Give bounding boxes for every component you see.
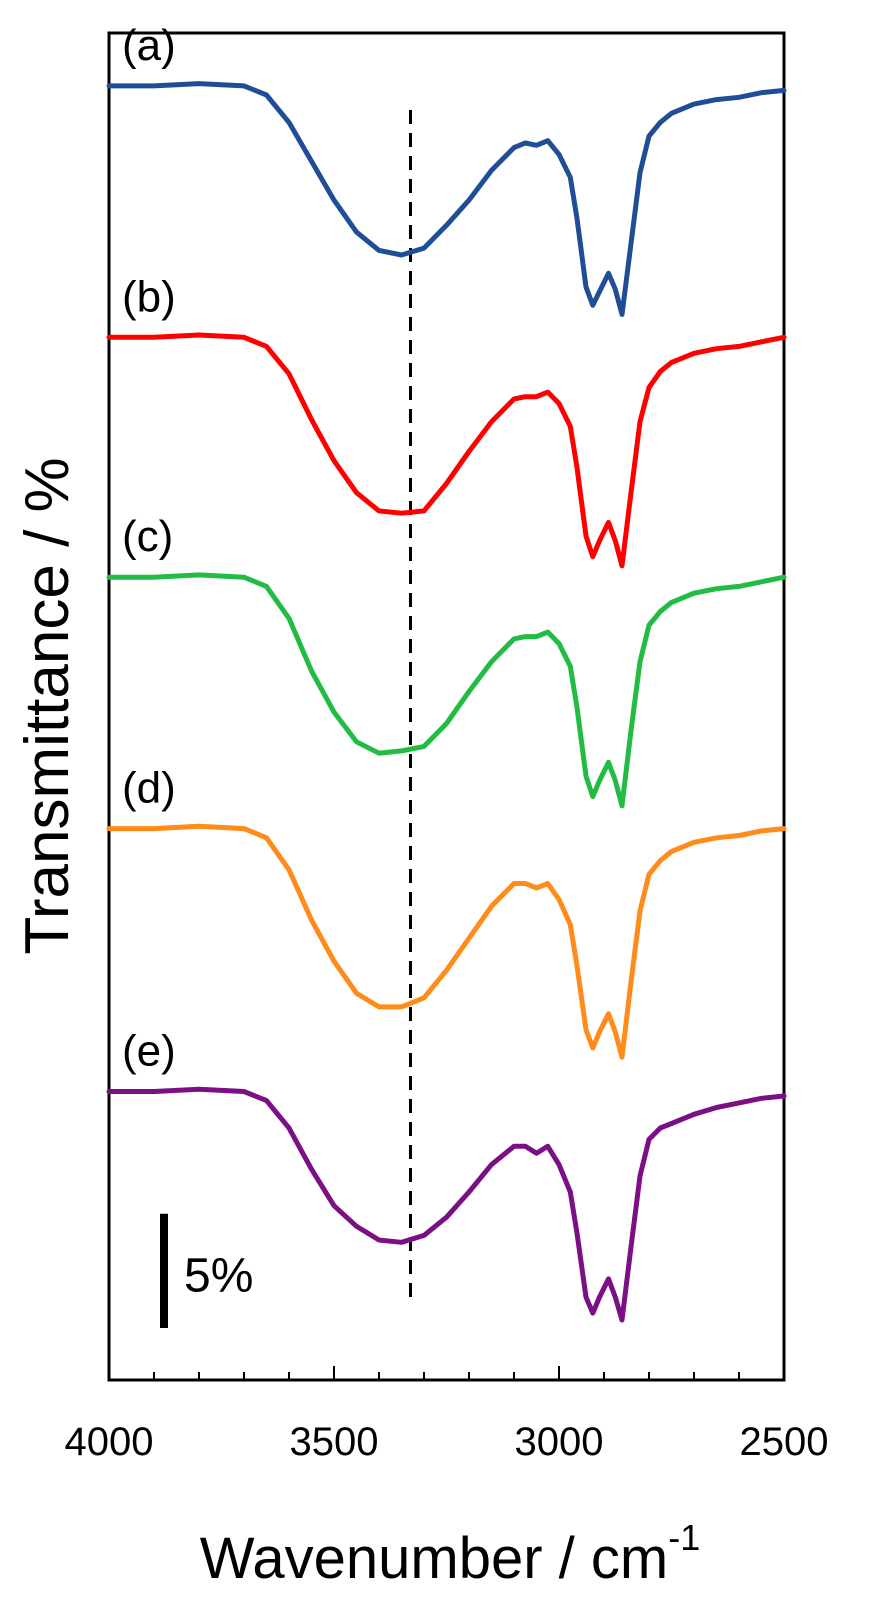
series-line-1 [106,332,787,569]
series-label-2: (c) [122,512,173,561]
y-axis-title: Transmittance / % [13,457,82,954]
series-label-4: (e) [122,1026,176,1075]
series-label-1: (b) [122,272,176,321]
series-line-0 [106,81,787,317]
x-tick-label: 3500 [290,1420,379,1464]
series-group [106,81,787,1323]
x-axis-ticks [108,1366,785,1380]
series-line-4 [106,1086,787,1323]
series-line-3 [106,823,787,1060]
series-label-3: (d) [122,764,176,813]
x-axis-title: Wavenumber / cm-1 [200,1517,700,1591]
plot-frame [107,31,786,1382]
series-line-2 [106,572,787,809]
series-label-group: (a) (b) (c) (d) (e) [122,21,176,1076]
scale-bar-label: 5% [184,1250,253,1303]
series-label-0: (a) [122,21,176,70]
x-axis-title-main: Wavenumber / cm [200,1526,668,1591]
x-tick-label: 4000 [65,1420,154,1464]
x-tick-label: 2500 [740,1420,829,1464]
x-axis-title-superscript: -1 [668,1517,700,1558]
x-axis-tick-labels: 4000 3500 3000 2500 [65,1420,829,1464]
x-tick-label: 3000 [515,1420,604,1464]
